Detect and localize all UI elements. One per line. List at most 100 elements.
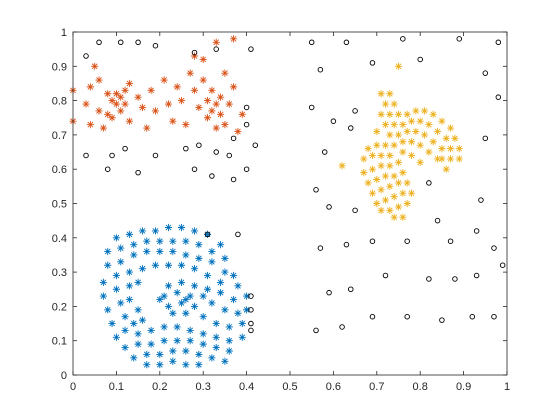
data-point-asterisk [234,127,242,136]
data-point-asterisk [182,309,190,317]
data-point-asterisk [229,35,238,43]
data-point-asterisk [182,347,190,355]
data-point-asterisk [455,155,463,163]
data-point-asterisk [203,271,212,280]
data-point-asterisk [199,76,207,84]
data-point-circle [326,204,332,210]
data-point-circle [191,49,198,56]
data-point-circle [248,327,254,334]
data-point-asterisk [446,124,455,132]
data-point-circle [439,317,445,323]
data-point-circle [482,135,489,142]
data-point-asterisk [169,309,177,317]
data-point-asterisk [377,206,385,214]
data-point-asterisk [121,326,129,335]
data-point-asterisk [104,261,112,269]
data-point-asterisk [386,151,394,160]
data-point-asterisk [208,354,216,362]
data-point-asterisk [390,141,398,149]
data-point-asterisk [394,110,403,118]
data-point-asterisk [390,121,398,129]
data-point-asterisk [173,83,181,91]
data-point-circle [452,276,458,282]
y-tick-label: 0.7 [52,130,67,142]
data-point-asterisk [403,179,411,187]
data-point-asterisk [390,100,398,108]
x-tick-label: 0.7 [369,381,384,393]
data-point-asterisk [386,182,394,190]
data-point-asterisk [121,313,129,321]
data-point-asterisk [130,354,138,362]
data-point-asterisk [373,175,381,184]
data-point-circle [243,104,250,111]
data-point-asterisk [451,134,459,142]
data-point-asterisk [229,295,238,304]
data-point-asterisk [182,121,190,129]
data-point-asterisk [438,117,446,125]
data-point-asterisk [373,199,381,208]
data-point-asterisk [117,107,125,115]
data-point-circle [447,238,454,244]
data-point-asterisk [225,323,233,331]
data-point-asterisk [438,155,446,163]
data-point-asterisk [229,83,238,91]
data-point-asterisk [442,134,450,142]
data-point-asterisk [156,295,164,304]
data-point-circle [456,36,463,42]
data-point-circle [478,197,484,203]
data-point-asterisk [412,127,420,136]
data-point-circle [317,245,324,251]
data-point-asterisk [151,107,160,115]
data-point-circle [482,70,489,76]
data-point-circle [83,152,89,159]
data-point-circle [491,313,497,320]
data-point-asterisk [407,151,416,160]
data-point-asterisk [86,121,94,129]
data-point-circle [152,152,159,159]
data-point-circle [400,36,406,42]
series-3 [83,36,506,334]
data-point-asterisk [377,162,385,170]
data-point-circle [369,60,376,66]
data-point-asterisk [99,124,107,132]
data-point-asterisk [104,306,112,314]
data-point-asterisk [243,306,251,314]
data-point-asterisk [164,302,173,310]
data-point-circle [204,231,211,238]
data-point-asterisk [134,93,142,101]
y-tick-label: 0.1 [52,336,67,348]
data-point-asterisk [190,227,199,235]
data-point-asterisk [182,237,190,245]
data-point-asterisk [138,316,147,324]
data-point-asterisk [208,258,216,266]
data-point-asterisk [429,110,437,118]
data-point-circle [243,166,250,172]
y-tick-label: 0 [61,370,67,382]
data-point-circle [491,245,497,251]
data-point-asterisk [368,165,377,173]
data-point-circle [339,324,345,330]
data-point-asterisk [412,107,420,115]
data-point-asterisk [151,261,160,269]
data-point-asterisk [112,234,121,242]
x-tick-label: 0.9 [456,381,471,393]
y-tick-label: 0.8 [52,96,67,108]
data-point-asterisk [368,151,377,160]
data-point-asterisk [221,254,229,262]
data-point-asterisk [390,213,398,221]
data-point-asterisk [394,131,403,139]
data-point-asterisk [121,100,129,108]
data-point-circle [426,276,432,282]
data-point-circle [248,307,254,313]
x-tick-label: 0.3 [196,381,211,393]
data-point-asterisk [221,268,229,276]
data-point-circle [382,272,389,279]
data-point-circle [369,238,376,244]
data-point-circle [230,176,237,183]
data-point-asterisk [407,117,416,125]
data-point-asterisk [243,292,251,300]
data-point-asterisk [364,145,372,153]
data-point-asterisk [399,138,407,146]
data-point-asterisk [399,213,407,221]
data-point-asterisk [199,330,207,338]
